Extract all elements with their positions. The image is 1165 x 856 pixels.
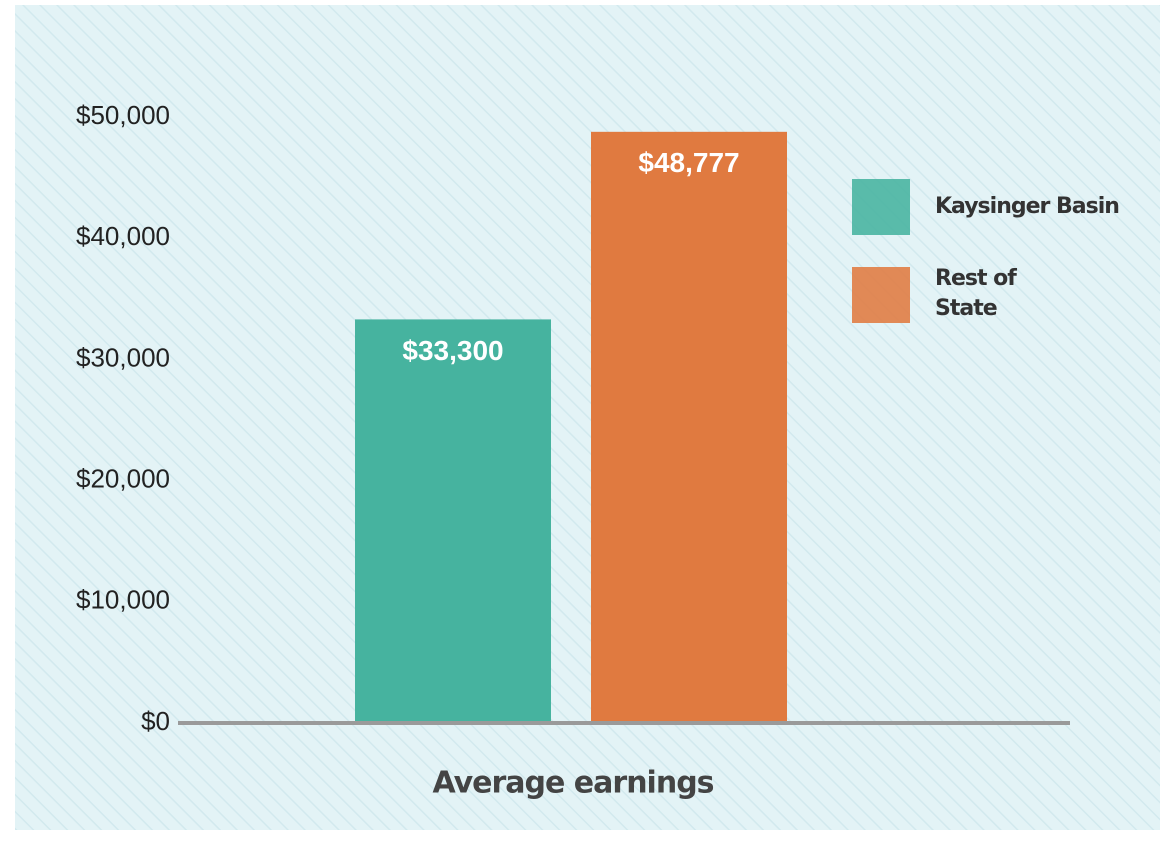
y-tick-label: $0 <box>141 706 170 736</box>
bar <box>591 131 787 723</box>
y-tick-label: $50,000 <box>76 100 170 130</box>
x-axis-label: Average earnings <box>432 766 713 801</box>
data-label: $33,300 <box>402 335 503 366</box>
bar <box>355 319 551 723</box>
y-tick-label: $40,000 <box>76 221 170 251</box>
legend-label: Rest of State <box>935 266 1017 321</box>
legend-swatch <box>852 179 910 235</box>
y-tick-label: $30,000 <box>76 342 170 372</box>
y-tick-label: $10,000 <box>76 585 170 615</box>
y-tick-label: $20,000 <box>76 463 170 493</box>
legend-label: Kaysinger Basin <box>935 194 1120 219</box>
data-label: $48,777 <box>638 147 739 178</box>
legend-swatch <box>852 267 910 323</box>
background <box>15 5 1160 830</box>
